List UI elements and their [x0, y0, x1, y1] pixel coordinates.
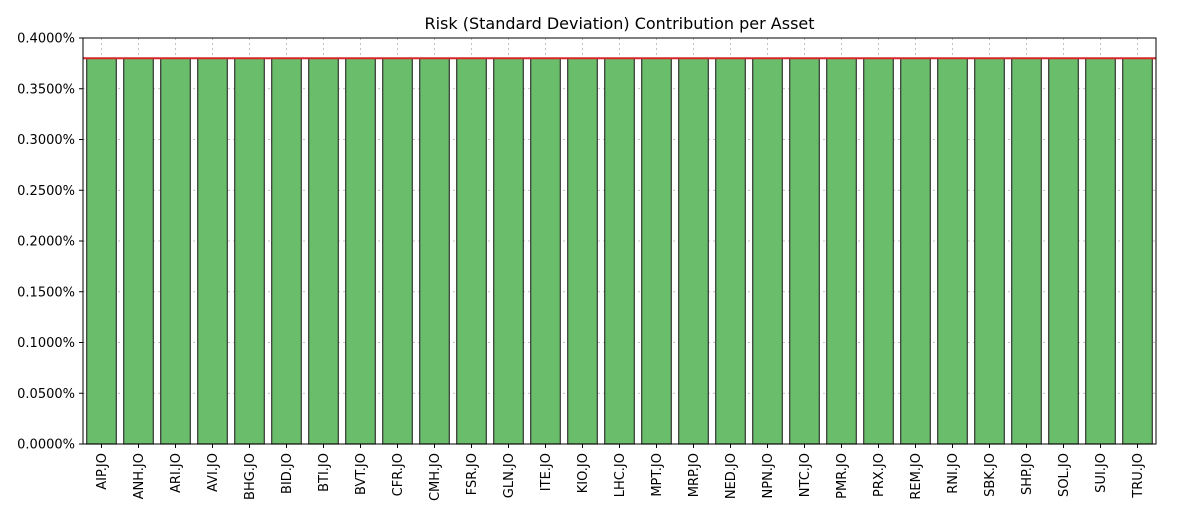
bar-bti-jo	[308, 57, 339, 445]
bar-rni-jo	[937, 57, 968, 445]
x-tick-label: BTI.JO	[317, 453, 332, 492]
bar-npn-jo	[752, 57, 783, 445]
y-tick-label: 0.1500%	[17, 285, 75, 300]
x-tick-label: PMR.JO	[835, 453, 850, 499]
bar-avi-jo	[197, 57, 228, 445]
x-tick-label: NED.JO	[724, 453, 739, 499]
y-tick-label: 0.3000%	[17, 133, 75, 148]
bar-aip-jo	[86, 57, 117, 445]
y-tick-label: 0.0500%	[17, 387, 75, 402]
x-tick-label: ANH.JO	[132, 453, 147, 499]
bar-lhc-jo	[604, 57, 635, 445]
bar-kio-jo	[567, 57, 598, 445]
x-tick-label: NTC.JO	[798, 453, 813, 497]
x-tick-label: SOL.JO	[1057, 453, 1072, 497]
y-tick-label: 0.1000%	[17, 336, 75, 351]
x-tick-label: BID.JO	[280, 453, 295, 494]
x-tick-label: TRU.JO	[1131, 453, 1146, 499]
bar-mpt-jo	[641, 57, 672, 445]
bar-fsr-jo	[456, 57, 487, 445]
bar-ari-jo	[160, 57, 191, 445]
bar-rem-jo	[900, 57, 931, 445]
chart-title: Risk (Standard Deviation) Contribution p…	[424, 14, 814, 33]
x-tick-label: MPT.JO	[650, 453, 665, 497]
x-axis: AIP.JO ANH.JO ARI.JO AVI.JO BHG.JO BID.JO BTI.…	[95, 444, 1146, 501]
x-tick-label: RNI.JO	[946, 453, 961, 494]
y-axis: 0.0000% 0.0500% 0.1000% 0.1500% 0.2000% 0.250…	[17, 32, 83, 453]
bar-shp-jo	[1011, 57, 1042, 445]
y-tick-label: 0.4000%	[17, 32, 75, 47]
bar-mrp-jo	[678, 57, 709, 445]
bar-tru-jo	[1122, 57, 1153, 445]
bar-cfr-jo	[382, 57, 413, 445]
bar-prx-jo	[863, 57, 894, 445]
y-tick-label: 0.2500%	[17, 184, 75, 199]
x-tick-label: FSR.JO	[465, 453, 480, 495]
bar-bhg-jo	[234, 57, 265, 445]
bar-sol-jo	[1048, 57, 1079, 445]
bar-cmh-jo	[419, 57, 450, 445]
y-tick-label: 0.0000%	[17, 438, 75, 453]
bar-sui-jo	[1085, 57, 1116, 445]
bar-group	[86, 57, 1153, 445]
bar-ite-jo	[530, 57, 561, 445]
x-tick-label: SBK.JO	[983, 453, 998, 497]
y-tick-label: 0.2000%	[17, 235, 75, 250]
bar-sbk-jo	[974, 57, 1005, 445]
x-tick-label: NPN.JO	[761, 453, 776, 499]
x-tick-label: CFR.JO	[391, 453, 406, 496]
x-tick-label: LHC.JO	[613, 453, 628, 497]
x-tick-label: GLN.JO	[502, 453, 517, 498]
y-tick-label: 0.3500%	[17, 82, 75, 97]
x-tick-label: AVI.JO	[206, 453, 221, 492]
bar-pmr-jo	[826, 57, 857, 445]
bar-anh-jo	[123, 57, 154, 445]
x-tick-label: CMH.JO	[428, 453, 443, 501]
x-tick-label: REM.JO	[909, 453, 924, 500]
bar-bid-jo	[271, 57, 302, 445]
x-tick-label: BVT.JO	[354, 453, 369, 495]
bar-gln-jo	[493, 57, 524, 445]
x-tick-label: ITE.JO	[539, 453, 554, 491]
bar-ntc-jo	[789, 57, 820, 445]
x-tick-label: BHG.JO	[243, 453, 258, 500]
x-tick-label: KIO.JO	[576, 453, 591, 493]
x-tick-label: MRP.JO	[687, 453, 702, 497]
x-tick-label: SUI.JO	[1094, 453, 1109, 493]
x-tick-label: AIP.JO	[95, 453, 110, 490]
x-tick-label: PRX.JO	[872, 453, 887, 497]
bar-ned-jo	[715, 57, 746, 445]
x-tick-label: ARI.JO	[169, 453, 184, 493]
x-tick-label: SHP.JO	[1020, 453, 1035, 495]
bar-bvt-jo	[345, 57, 376, 445]
